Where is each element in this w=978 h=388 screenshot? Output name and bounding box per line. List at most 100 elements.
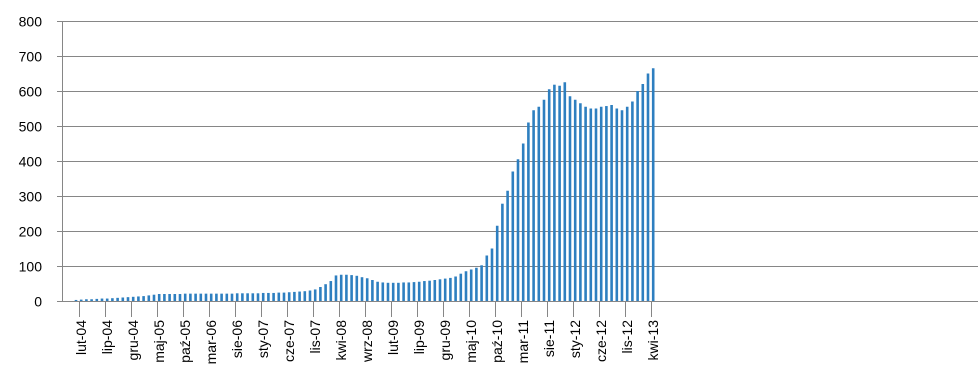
bar-wrz-12 — [615, 108, 619, 301]
bar-gru-04 — [131, 296, 135, 301]
bar-lip-06 — [230, 293, 234, 301]
x-tick-label: gru-09 — [437, 320, 453, 361]
gridlines — [62, 21, 978, 267]
bar-lis-05 — [189, 293, 192, 301]
bar-wrz-05 — [178, 294, 182, 301]
bar-cze-04 — [100, 298, 104, 301]
bar-kwi-13 — [651, 68, 655, 301]
bar-sty-06 — [199, 293, 203, 301]
x-tick-label: lut-04 — [73, 320, 89, 355]
bar-paź-07 — [308, 290, 312, 301]
bar-lut-11 — [516, 159, 520, 301]
y-tick-label: 700 — [19, 49, 43, 65]
bar-sty-08 — [324, 284, 327, 301]
x-tick-label: gru-04 — [125, 320, 141, 361]
bar-gru-12 — [631, 101, 634, 301]
bar-gru-08 — [381, 282, 385, 301]
bar-gru-11 — [568, 96, 572, 301]
bar-cze-05 — [163, 294, 166, 301]
x-tick-label: cze-12 — [593, 320, 609, 362]
bar-wrz-08 — [365, 278, 369, 301]
x-tick-label: lut-09 — [385, 320, 401, 355]
bar-lip-07 — [293, 291, 296, 301]
bar-sty-05 — [137, 296, 140, 301]
bar-lut-05 — [142, 296, 145, 301]
x-tick-label: mar-11 — [515, 320, 531, 364]
bar-kwi-07 — [277, 292, 281, 301]
bar-paź-05 — [183, 293, 187, 301]
bar-gru-09 — [443, 278, 447, 301]
bar-kwi-12 — [589, 108, 593, 301]
bar-wrz-06 — [241, 293, 244, 301]
bar-sie-04 — [111, 298, 114, 301]
bar-sty-10 — [449, 277, 452, 301]
bar-lut-06 — [204, 293, 208, 301]
bar-lis-11 — [563, 82, 567, 301]
bar-sty-12 — [573, 99, 577, 301]
x-tick-label: paź-05 — [177, 320, 193, 363]
bar-wrz-07 — [303, 291, 307, 301]
bar-lis-06 — [251, 293, 255, 301]
bar-lip-08 — [355, 275, 359, 301]
bar-lip-09 — [417, 281, 421, 301]
bar-mar-09 — [397, 282, 400, 301]
bar-paź-09 — [433, 280, 437, 301]
y-tick-label: 0 — [34, 294, 42, 310]
bar-maj-08 — [345, 274, 348, 301]
x-tick-label: lis-12 — [619, 320, 635, 354]
bar-kwi-10 — [464, 271, 468, 301]
bar-sie-10 — [485, 255, 489, 301]
bar-mar-05 — [147, 295, 151, 301]
bar-wrz-11 — [553, 84, 556, 301]
x-tick-label: lip-09 — [411, 320, 427, 354]
bar-mar-12 — [584, 106, 587, 301]
bar-maj-04 — [95, 298, 99, 301]
bar-lip-05 — [168, 294, 171, 301]
bar-mar-11 — [521, 143, 525, 301]
bar-maj-07 — [282, 292, 286, 301]
bar-lis-04 — [126, 297, 130, 301]
bar-lis-09 — [438, 279, 442, 301]
bar-lut-13 — [641, 84, 645, 301]
bar-cze-09 — [412, 282, 416, 301]
bar-mar-06 — [209, 293, 213, 301]
bar-lip-11 — [542, 99, 546, 301]
x-tick-label: cze-07 — [281, 320, 297, 362]
x-tick-label: sty-07 — [255, 320, 271, 358]
bar-maj-10 — [469, 269, 473, 301]
x-tick-label: paź-10 — [489, 320, 505, 363]
bar-lut-07 — [267, 292, 270, 301]
bar-gru-10 — [506, 190, 509, 301]
bar-paź-12 — [620, 110, 624, 301]
bar-maj-06 — [220, 293, 223, 301]
x-tick-label: kwi-13 — [645, 320, 661, 361]
bar-sty-13 — [636, 91, 639, 301]
bar-paź-06 — [246, 293, 249, 301]
bar-sie-09 — [423, 281, 426, 301]
bar-gru-05 — [194, 293, 197, 301]
bar-lis-12 — [625, 106, 629, 301]
bar-wrz-10 — [490, 248, 494, 301]
y-tick-label: 100 — [19, 259, 43, 275]
x-tick-label: kwi-08 — [333, 320, 349, 361]
bar-sty-11 — [511, 171, 515, 301]
x-tick-label: sie-11 — [541, 320, 557, 357]
bar-mar-04 — [85, 299, 88, 301]
bar-cze-10 — [475, 267, 478, 301]
bar-kwi-06 — [215, 293, 218, 301]
bar-kwi-09 — [402, 282, 405, 301]
y-tick-label: 800 — [19, 14, 43, 30]
bar-sie-05 — [173, 294, 177, 301]
bar-sie-08 — [360, 277, 364, 301]
bar-lis-07 — [313, 289, 317, 301]
bar-lut-10 — [454, 276, 457, 301]
bar-cze-12 — [599, 106, 603, 301]
bar-mar-10 — [459, 273, 463, 301]
bar-cze-11 — [537, 106, 541, 301]
bar-paź-11 — [558, 85, 561, 301]
bar-lut-12 — [579, 103, 582, 301]
bar-maj-12 — [594, 108, 598, 301]
bar-cze-06 — [225, 293, 229, 301]
bar-maj-11 — [532, 110, 535, 301]
